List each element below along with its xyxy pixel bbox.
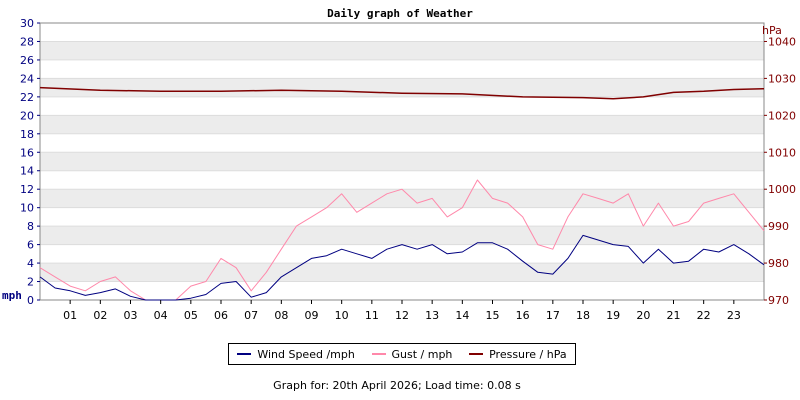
- x-tick-label: 18: [576, 309, 590, 322]
- grid-lines: [40, 22, 764, 301]
- left-tick-label: 28: [20, 35, 34, 48]
- x-tick-label: 08: [274, 309, 288, 322]
- x-tick-label: 11: [365, 309, 379, 322]
- left-tick-label: 22: [20, 91, 34, 104]
- right-tick-label: 1010: [768, 146, 796, 159]
- left-tick-label: 26: [20, 54, 34, 67]
- left-tick-label: 30: [20, 17, 34, 30]
- right-axis-ticks: 970 980 990 1000 1010 1020 1030 1040: [764, 35, 796, 307]
- grid-band: [40, 263, 764, 282]
- x-tick-label: 06: [214, 309, 228, 322]
- x-axis-ticks: 01 02 03 04 05 06 07 08 09 10 11 12 13 14 15 16 17 18 19 20…: [63, 300, 741, 322]
- x-tick-label: 16: [516, 309, 530, 322]
- x-tick-label: 03: [124, 309, 138, 322]
- legend-label-gust: Gust / mph: [391, 347, 453, 361]
- left-tick-label: 8: [27, 220, 34, 233]
- grid-band: [40, 115, 764, 134]
- grid-band: [40, 226, 764, 245]
- grid-band: [40, 78, 764, 97]
- x-tick-label: 09: [305, 309, 319, 322]
- left-tick-label: 2: [27, 276, 34, 289]
- left-axis-label: mph: [2, 289, 22, 302]
- left-tick-label: 24: [20, 72, 34, 85]
- grid-band: [40, 152, 764, 171]
- x-tick-label: 01: [63, 309, 77, 322]
- legend-item-wind: Wind Speed /mph: [237, 348, 355, 361]
- left-tick-label: 18: [20, 128, 34, 141]
- left-tick-label: 12: [20, 183, 34, 196]
- x-tick-label: 10: [335, 309, 349, 322]
- x-tick-label: 07: [244, 309, 258, 322]
- legend: Wind Speed /mph Gust / mph Pressure / hP…: [228, 343, 576, 365]
- right-tick-label: 1000: [768, 183, 796, 196]
- x-tick-label: 14: [455, 309, 469, 322]
- right-tick-label: 1040: [768, 35, 796, 48]
- right-tick-label: 1020: [768, 109, 796, 122]
- left-tick-label: 0: [27, 294, 34, 307]
- x-tick-label: 02: [93, 309, 107, 322]
- grid-band: [40, 41, 764, 60]
- legend-item-gust: Gust / mph: [371, 347, 453, 361]
- left-tick-label: 10: [20, 202, 34, 215]
- legend-swatch-gust: [371, 353, 386, 355]
- x-tick-label: 20: [636, 309, 650, 322]
- x-tick-label: 19: [606, 309, 620, 322]
- x-tick-label: 21: [667, 309, 681, 322]
- x-tick-label: 04: [154, 309, 168, 322]
- grid-band: [40, 189, 764, 208]
- x-tick-label: 17: [546, 309, 560, 322]
- x-tick-label: 05: [184, 309, 198, 322]
- x-tick-label: 23: [727, 309, 741, 322]
- legend-label-wind: Wind Speed /mph: [257, 347, 355, 361]
- legend-swatch-pressure: [469, 353, 484, 355]
- right-axis-label: hPa: [762, 24, 782, 37]
- series-line-pressure: [39, 86, 765, 100]
- right-tick-label: 970: [768, 294, 789, 307]
- footer-status: Graph for: 20th April 2026; Load time: 0…: [273, 379, 521, 392]
- right-tick-label: 990: [768, 220, 789, 233]
- legend-swatch-wind: [237, 353, 252, 355]
- right-tick-label: 980: [768, 257, 789, 270]
- left-tick-label: 16: [20, 146, 34, 159]
- chart-title: Daily graph of Weather: [327, 7, 473, 20]
- legend-item-pressure: Pressure / hPa: [469, 348, 567, 361]
- right-tick-label: 1030: [768, 72, 796, 85]
- left-tick-label: 6: [27, 239, 34, 252]
- legend-label-pressure: Pressure / hPa: [489, 347, 567, 361]
- x-tick-label: 15: [486, 309, 500, 322]
- left-tick-label: 20: [20, 109, 34, 122]
- grid-bands: [40, 41, 764, 282]
- x-tick-label: 13: [425, 309, 439, 322]
- left-tick-label: 4: [27, 257, 34, 270]
- x-tick-label: 22: [697, 309, 711, 322]
- x-tick-label: 12: [395, 309, 409, 322]
- left-tick-label: 14: [20, 165, 34, 178]
